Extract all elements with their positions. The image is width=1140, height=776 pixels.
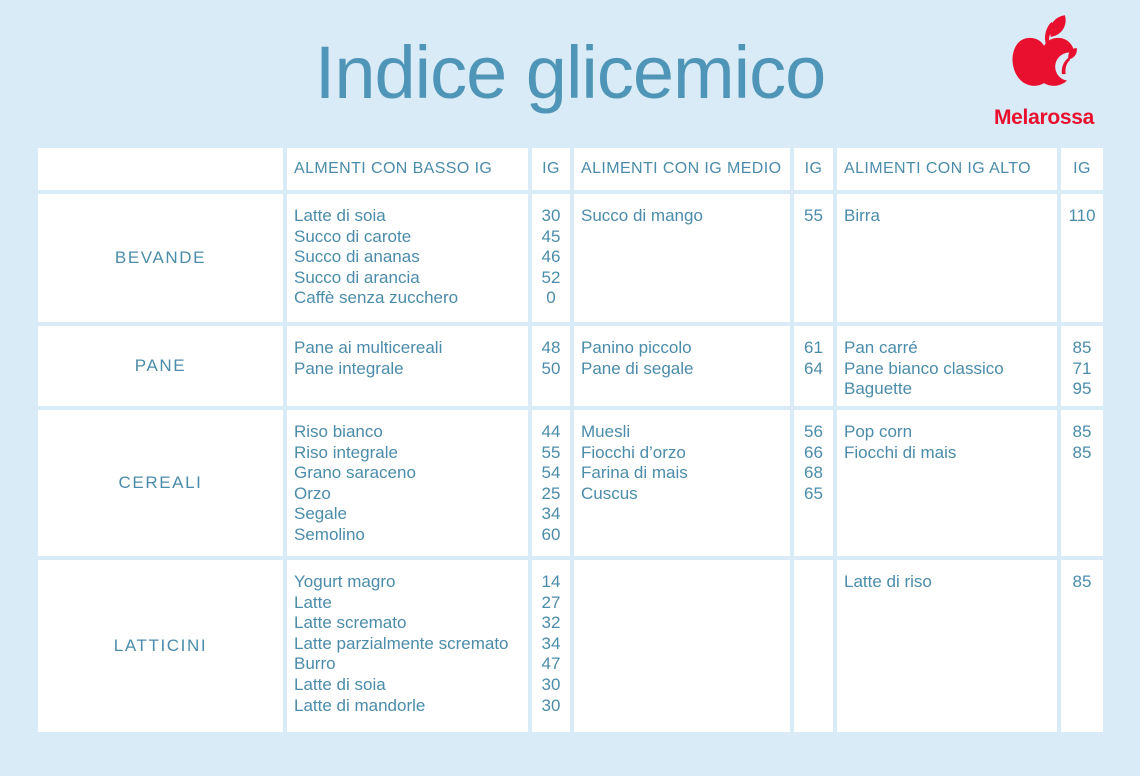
header-mid-gi-foods: ALIMENTI CON IG MEDIO (574, 148, 790, 190)
cereali-low-values: 44 55 54 25 34 60 (532, 410, 570, 556)
bevande-low-values: 30 45 46 52 0 (532, 194, 570, 322)
latticini-mid-foods (574, 560, 790, 732)
header-mid-gi-value: IG (794, 148, 833, 190)
cereali-high-foods: Pop corn Fiocchi di mais (837, 410, 1057, 556)
cereali-high-values: 85 85 (1061, 410, 1103, 556)
bevande-high-values: 110 (1061, 194, 1103, 322)
latticini-low-values: 14 27 32 34 47 30 30 (532, 560, 570, 732)
latticini-low-foods: Yogurt magro Latte Latte scremato Latte … (287, 560, 528, 732)
category-cereali: CEREALI (38, 410, 283, 556)
bevande-high-foods: Birra (837, 194, 1057, 322)
glycemic-index-table: ALMENTI CON BASSO IG IG ALIMENTI CON IG … (38, 148, 1103, 732)
bevande-mid-values: 55 (794, 194, 833, 322)
latticini-mid-values (794, 560, 833, 732)
latticini-high-foods: Latte di riso (837, 560, 1057, 732)
bevande-low-foods: Latte di soia Succo di carote Succo di a… (287, 194, 528, 322)
brand-name: Melarossa (993, 106, 1095, 129)
pane-mid-values: 61 64 (794, 326, 833, 406)
category-pane: PANE (38, 326, 283, 406)
header-category (38, 148, 283, 190)
pane-low-foods: Pane ai multicereali Pane integrale (287, 326, 528, 406)
latticini-high-values: 85 (1061, 560, 1103, 732)
pane-low-values: 48 50 (532, 326, 570, 406)
cereali-mid-foods: Muesli Fiocchi d’orzo Farina di mais Cus… (574, 410, 790, 556)
header-low-gi-foods: ALMENTI CON BASSO IG (287, 148, 528, 190)
cereali-low-foods: Riso bianco Riso integrale Grano saracen… (287, 410, 528, 556)
pane-mid-foods: Panino piccolo Pane di segale (574, 326, 790, 406)
header-high-gi-foods: ALIMENTI CON IG ALTO (837, 148, 1057, 190)
header-high-gi-value: IG (1061, 148, 1103, 190)
apple-with-bite-icon (1012, 15, 1084, 86)
brand-logo: Melarossa (984, 14, 1104, 130)
cereali-mid-values: 56 66 68 65 (794, 410, 833, 556)
category-bevande: BEVANDE (38, 194, 283, 322)
bevande-mid-foods: Succo di mango (574, 194, 790, 322)
pane-high-values: 85 71 95 (1061, 326, 1103, 406)
pane-high-foods: Pan carré Pane bianco classico Baguette (837, 326, 1057, 406)
category-latticini: LATTICINI (38, 560, 283, 732)
page-title: Indice glicemico (314, 31, 826, 114)
header-low-gi-value: IG (532, 148, 570, 190)
